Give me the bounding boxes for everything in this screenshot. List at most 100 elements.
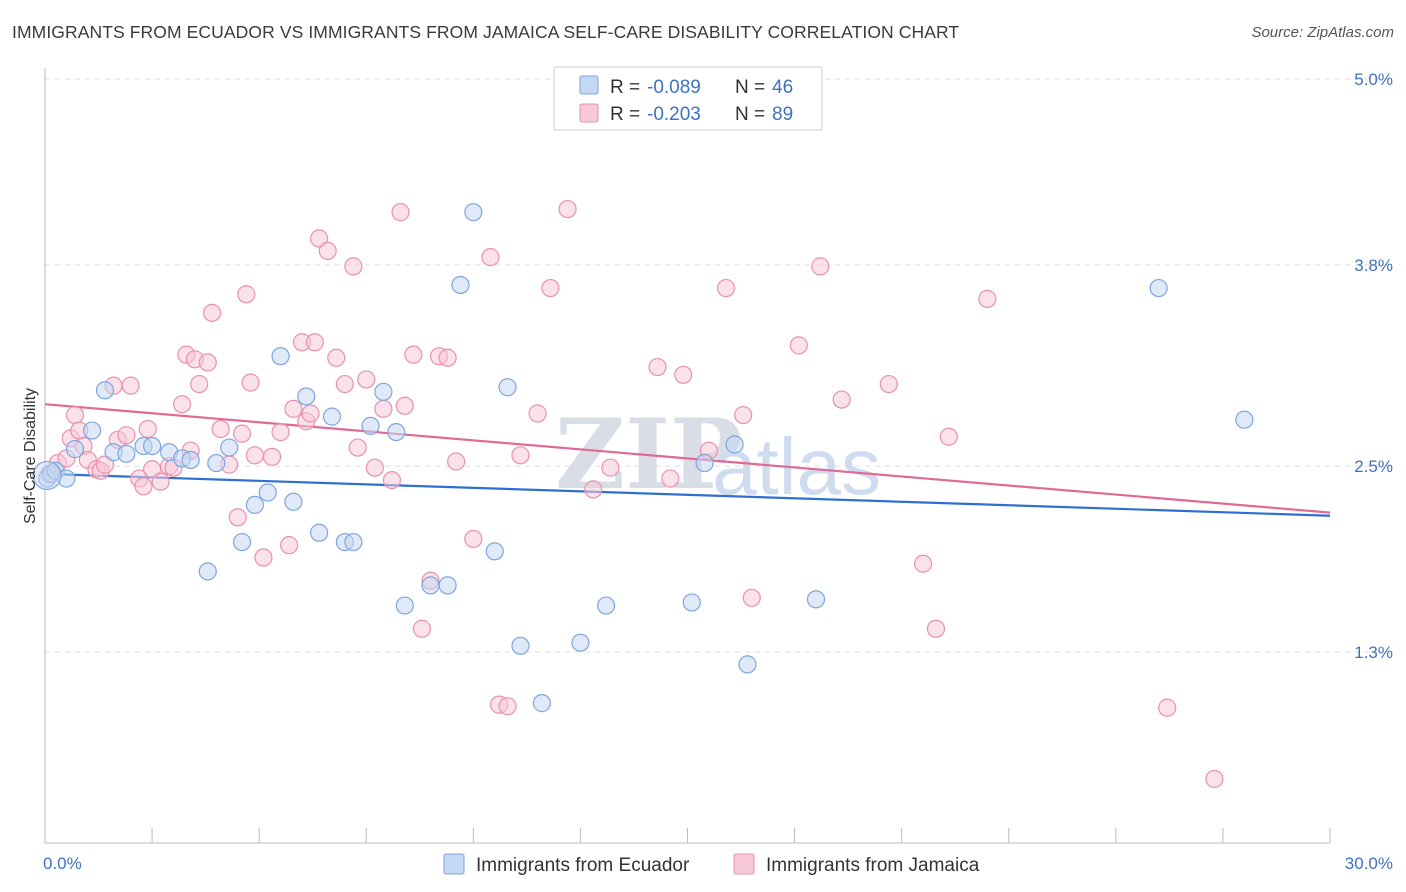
point-ecuador — [297, 387, 316, 406]
point-jamaica — [558, 199, 577, 219]
trend-line-ecuador — [44, 472, 1331, 517]
point-jamaica — [412, 619, 432, 638]
point-jamaica — [280, 536, 299, 555]
point-jamaica — [254, 548, 273, 567]
point-ecuador — [322, 407, 342, 426]
point-jamaica — [511, 446, 530, 465]
point-jamaica — [172, 395, 192, 414]
point-jamaica — [926, 619, 946, 638]
point-jamaica — [438, 348, 457, 367]
point-jamaica — [1158, 698, 1177, 717]
point-jamaica — [95, 455, 115, 474]
point-ecuador — [738, 655, 757, 674]
point-ecuador — [258, 483, 277, 502]
series-legend-label-ecuador: Immigrants from Ecuador — [476, 855, 690, 876]
x-tick-label: 0.0% — [43, 854, 82, 873]
gridlines — [45, 78, 1392, 653]
point-jamaica — [601, 458, 620, 477]
stats-r-label-jamaica: R = — [610, 104, 640, 125]
y-tick-label: 5.0% — [1354, 70, 1393, 89]
point-ecuador — [65, 440, 85, 459]
point-ecuador — [181, 450, 200, 470]
point-ecuador — [198, 562, 217, 581]
point-ecuador — [117, 444, 136, 463]
stats-legend: R = -0.089 N = 46 R = -0.203 N = 89 — [553, 66, 823, 131]
point-jamaica — [348, 438, 367, 457]
point-jamaica — [245, 446, 264, 465]
point-jamaica — [327, 348, 346, 367]
stats-n-value-jamaica: 89 — [772, 104, 793, 125]
point-jamaica — [498, 697, 517, 716]
point-jamaica — [241, 373, 260, 392]
point-ecuador — [464, 203, 483, 222]
point-jamaica — [357, 370, 376, 389]
stats-legend-swatch-jamaica — [579, 103, 599, 123]
y-tick-label: 2.5% — [1354, 457, 1393, 476]
point-ecuador — [511, 636, 530, 655]
stats-r-label-ecuador: R = — [610, 77, 640, 98]
point-jamaica — [734, 405, 753, 425]
series-legend-swatch-jamaica — [733, 853, 755, 875]
point-jamaica — [789, 336, 808, 355]
point-jamaica — [404, 345, 423, 364]
point-jamaica — [939, 427, 958, 446]
point-jamaica — [305, 333, 324, 352]
point-ecuador — [1149, 278, 1168, 298]
point-ecuador — [571, 633, 590, 652]
point-jamaica — [318, 241, 337, 260]
point-ecuador — [207, 453, 226, 473]
point-jamaica — [121, 376, 140, 395]
y-tick-label: 3.8% — [1354, 256, 1393, 275]
stats-r-value-ecuador: -0.089 — [647, 77, 701, 98]
point-ecuador — [395, 596, 414, 615]
point-jamaica — [117, 426, 136, 445]
series-legend-swatch-ecuador — [443, 853, 465, 875]
point-ecuador — [485, 542, 504, 561]
point-ecuador — [1235, 410, 1254, 429]
point-ecuador — [725, 435, 744, 454]
point-jamaica — [301, 404, 320, 423]
point-jamaica — [395, 396, 414, 415]
point-ecuador — [142, 436, 162, 456]
point-jamaica — [198, 353, 217, 372]
point-jamaica — [138, 419, 157, 439]
point-jamaica — [211, 419, 230, 439]
point-jamaica — [674, 365, 693, 384]
trend-lines — [44, 403, 1331, 517]
point-jamaica — [335, 374, 354, 394]
point-jamaica — [365, 458, 384, 477]
stats-legend-swatch-ecuador — [579, 75, 599, 95]
stats-n-label-jamaica: N = — [735, 104, 765, 125]
point-jamaica — [879, 374, 898, 394]
point-jamaica — [978, 289, 997, 309]
point-ecuador — [451, 275, 470, 295]
stats-n-label-ecuador: N = — [735, 77, 765, 98]
point-ecuador — [387, 422, 406, 442]
series-legend-label-jamaica: Immigrants from Jamaica — [766, 855, 980, 876]
axes: 1.3% 2.5% 3.8% 5.0% 0.0% 30.0% — [43, 68, 1393, 873]
point-jamaica — [1205, 769, 1224, 789]
point-jamaica — [134, 477, 153, 496]
point-jamaica — [464, 529, 483, 549]
point-jamaica — [374, 399, 393, 418]
point-ecuador — [597, 596, 616, 615]
point-jamaica — [541, 278, 560, 298]
watermark: ZIP atlas — [555, 398, 881, 511]
point-ecuador — [806, 590, 826, 609]
point-jamaica — [481, 247, 500, 267]
point-jamaica — [65, 405, 85, 425]
point-jamaica — [228, 508, 247, 527]
point-ecuador — [83, 421, 102, 440]
point-jamaica — [232, 424, 252, 443]
point-jamaica — [648, 357, 667, 377]
stats-r-value-jamaica: -0.203 — [647, 104, 701, 125]
point-jamaica — [202, 303, 222, 322]
point-jamaica — [832, 390, 851, 409]
point-ecuador — [438, 576, 457, 595]
point-ecuador — [421, 576, 440, 595]
y-axis-label: Self-Care Disability — [22, 388, 39, 524]
chart-title: IMMIGRANTS FROM ECUADOR VS IMMIGRANTS FR… — [12, 22, 960, 42]
point-jamaica — [310, 229, 329, 248]
point-ecuador — [284, 492, 303, 511]
